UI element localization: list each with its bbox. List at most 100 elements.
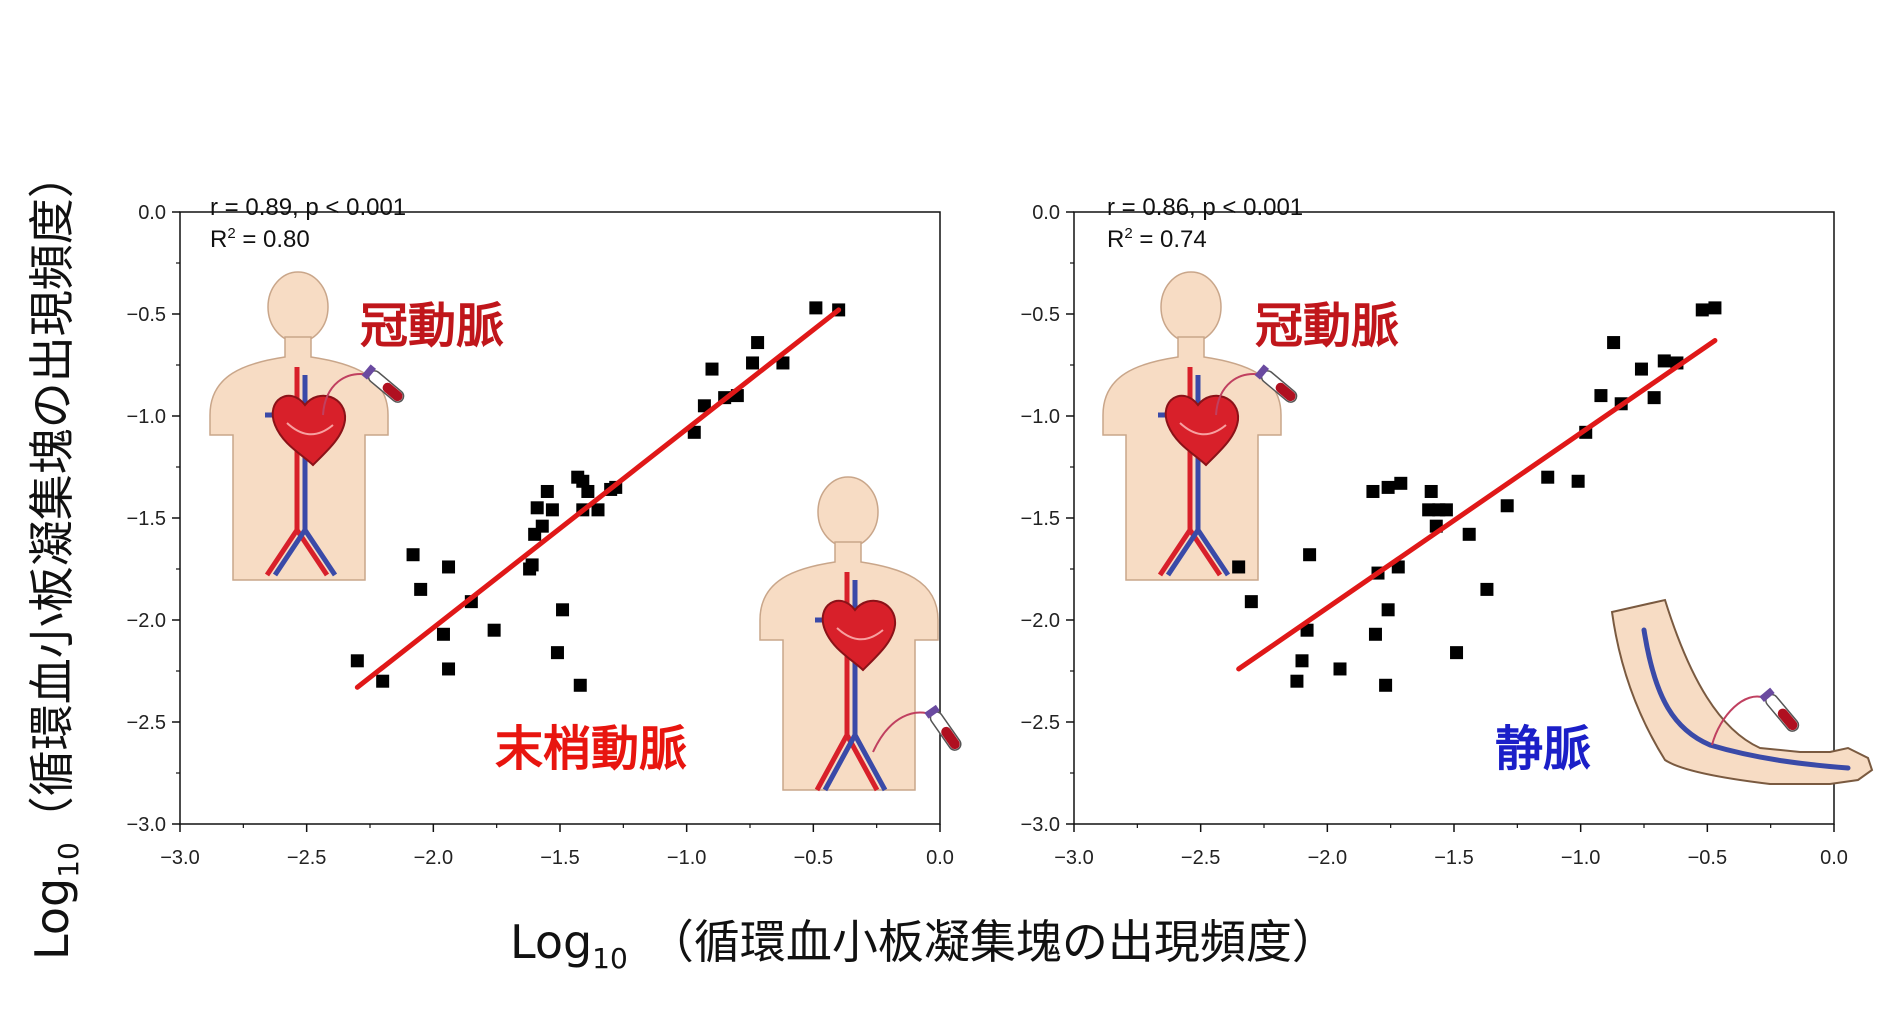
stat-r2-prefix: R (210, 226, 227, 253)
x-tick-label: −1.5 (1434, 847, 1473, 869)
data-point (350, 654, 364, 668)
data-point (746, 356, 760, 370)
data-point (1422, 503, 1436, 517)
x-tick-label: −3.0 (160, 847, 199, 869)
stat-r2-prefix: R (1107, 226, 1124, 253)
x-tick-label: −1.5 (540, 847, 579, 869)
data-point (1244, 595, 1258, 609)
y-ticks: 0.0 −0.5 −1.0 −1.5 −2.0 −2.5 −3.0 (127, 202, 180, 836)
data-point (1657, 354, 1671, 368)
y-axis-title-sub: 10 (52, 842, 85, 878)
x-ticks: −3.0 −2.5 −2.0 −1.5 −1.0 −0.5 0.0 (1054, 824, 1848, 869)
heart-icon (271, 394, 347, 467)
data-point (406, 548, 420, 562)
region-label-vein: 静脈 (1495, 721, 1591, 777)
data-point (1462, 527, 1476, 541)
region-label-coronary: 冠動脈 (1255, 298, 1399, 354)
data-point (1571, 474, 1585, 488)
data-point (1381, 603, 1395, 617)
data-point (1333, 662, 1347, 676)
data-point (1394, 476, 1408, 490)
data-point (1695, 303, 1709, 317)
data-point (535, 519, 549, 533)
data-point (1368, 627, 1382, 641)
data-point (1500, 499, 1514, 513)
x-axis-title-prefix: Log (510, 915, 592, 969)
x-tick-label: −0.5 (794, 847, 833, 869)
data-point (1541, 470, 1555, 484)
x-tick-label: −1.0 (667, 847, 706, 869)
y-tick-label: 0.0 (1032, 202, 1060, 224)
data-point (442, 662, 456, 676)
x-tick-label: 0.0 (926, 847, 954, 869)
upper-body-icon-peripheral (759, 476, 962, 792)
y-tick-label: −2.5 (127, 712, 166, 734)
data-point (525, 558, 539, 572)
y-tick-label: −0.5 (127, 304, 166, 326)
data-point (1232, 560, 1246, 574)
stat-r2-sup: 2 (227, 225, 235, 242)
y-tick-label: −1.0 (1021, 406, 1060, 428)
y-tick-label: −1.5 (1021, 508, 1060, 530)
scatter-points (350, 301, 846, 692)
data-point (530, 501, 544, 515)
y-axis-title-prefix: Log (25, 878, 79, 960)
y-tick-label: −3.0 (127, 814, 166, 836)
data-point (751, 336, 765, 350)
data-point (414, 582, 428, 596)
data-point (376, 674, 390, 688)
y-axis-title-text: （循環血小板凝集塊の出現頻度） (25, 152, 79, 842)
upper-body-icon-coronary (209, 271, 405, 581)
scatter-points (1232, 301, 1722, 692)
data-point (1379, 678, 1393, 692)
data-point (1366, 484, 1380, 498)
stat-r: r = 0.89, p < 0.001 (210, 194, 406, 221)
data-point (556, 603, 570, 617)
x-tick-label: −0.5 (1688, 847, 1727, 869)
y-tick-label: −2.0 (1021, 610, 1060, 632)
regression-line (354, 307, 842, 690)
x-tick-label: −2.5 (287, 847, 326, 869)
x-tick-label: −2.5 (1181, 847, 1220, 869)
data-point (581, 484, 595, 498)
regression-line (1236, 338, 1718, 672)
right-scatter-panel: 0.0 −0.5 −1.0 −1.5 −2.0 −2.5 −3.0 −3.0 −2.5 −2.0… (1021, 194, 1874, 869)
data-point (1594, 389, 1608, 403)
arm-icon (1610, 598, 1874, 785)
y-axis-title: Log10（循環血小板凝集塊の出現頻度） (25, 152, 85, 960)
data-point (436, 627, 450, 641)
data-point (442, 560, 456, 574)
data-point (697, 399, 711, 413)
x-tick-label: −1.0 (1561, 847, 1600, 869)
x-tick-label: −2.0 (414, 847, 453, 869)
y-tick-label: −1.0 (127, 406, 166, 428)
svg-text:Log10（循環血小板凝集塊の出現頻度）: Log10（循環血小板凝集塊の出現頻度） (25, 152, 85, 960)
heart-icon (1164, 394, 1240, 467)
data-point (1607, 336, 1621, 350)
data-point (1634, 362, 1648, 376)
data-point (550, 646, 564, 660)
x-ticks: −3.0 −2.5 −2.0 −1.5 −1.0 −0.5 0.0 (160, 824, 954, 869)
data-point (705, 362, 719, 376)
region-label-coronary: 冠動脈 (360, 298, 504, 354)
blood-tube-icon (924, 704, 962, 751)
stat-r2-value: = 0.74 (1133, 226, 1207, 253)
y-tick-label: −3.0 (1021, 814, 1060, 836)
data-point (487, 623, 501, 637)
arm-vein-icon (1641, 627, 1851, 771)
data-point (540, 484, 554, 498)
x-axis-title: Log10 （循環血小板凝集塊の出現頻度） (510, 915, 1338, 975)
data-point (809, 301, 823, 315)
x-axis-title-sub: 10 (592, 942, 628, 975)
stat-r: r = 0.86, p < 0.001 (1107, 194, 1303, 221)
data-point (1439, 503, 1453, 517)
data-point (687, 425, 701, 439)
data-point (1303, 548, 1317, 562)
stat-r2: R2 = 0.80 (210, 225, 310, 253)
data-point (1647, 391, 1661, 405)
data-point (776, 356, 790, 370)
upper-body-icon-coronary (1102, 271, 1298, 581)
data-point (1424, 484, 1438, 498)
x-tick-label: −3.0 (1054, 847, 1093, 869)
y-tick-label: −1.5 (127, 508, 166, 530)
